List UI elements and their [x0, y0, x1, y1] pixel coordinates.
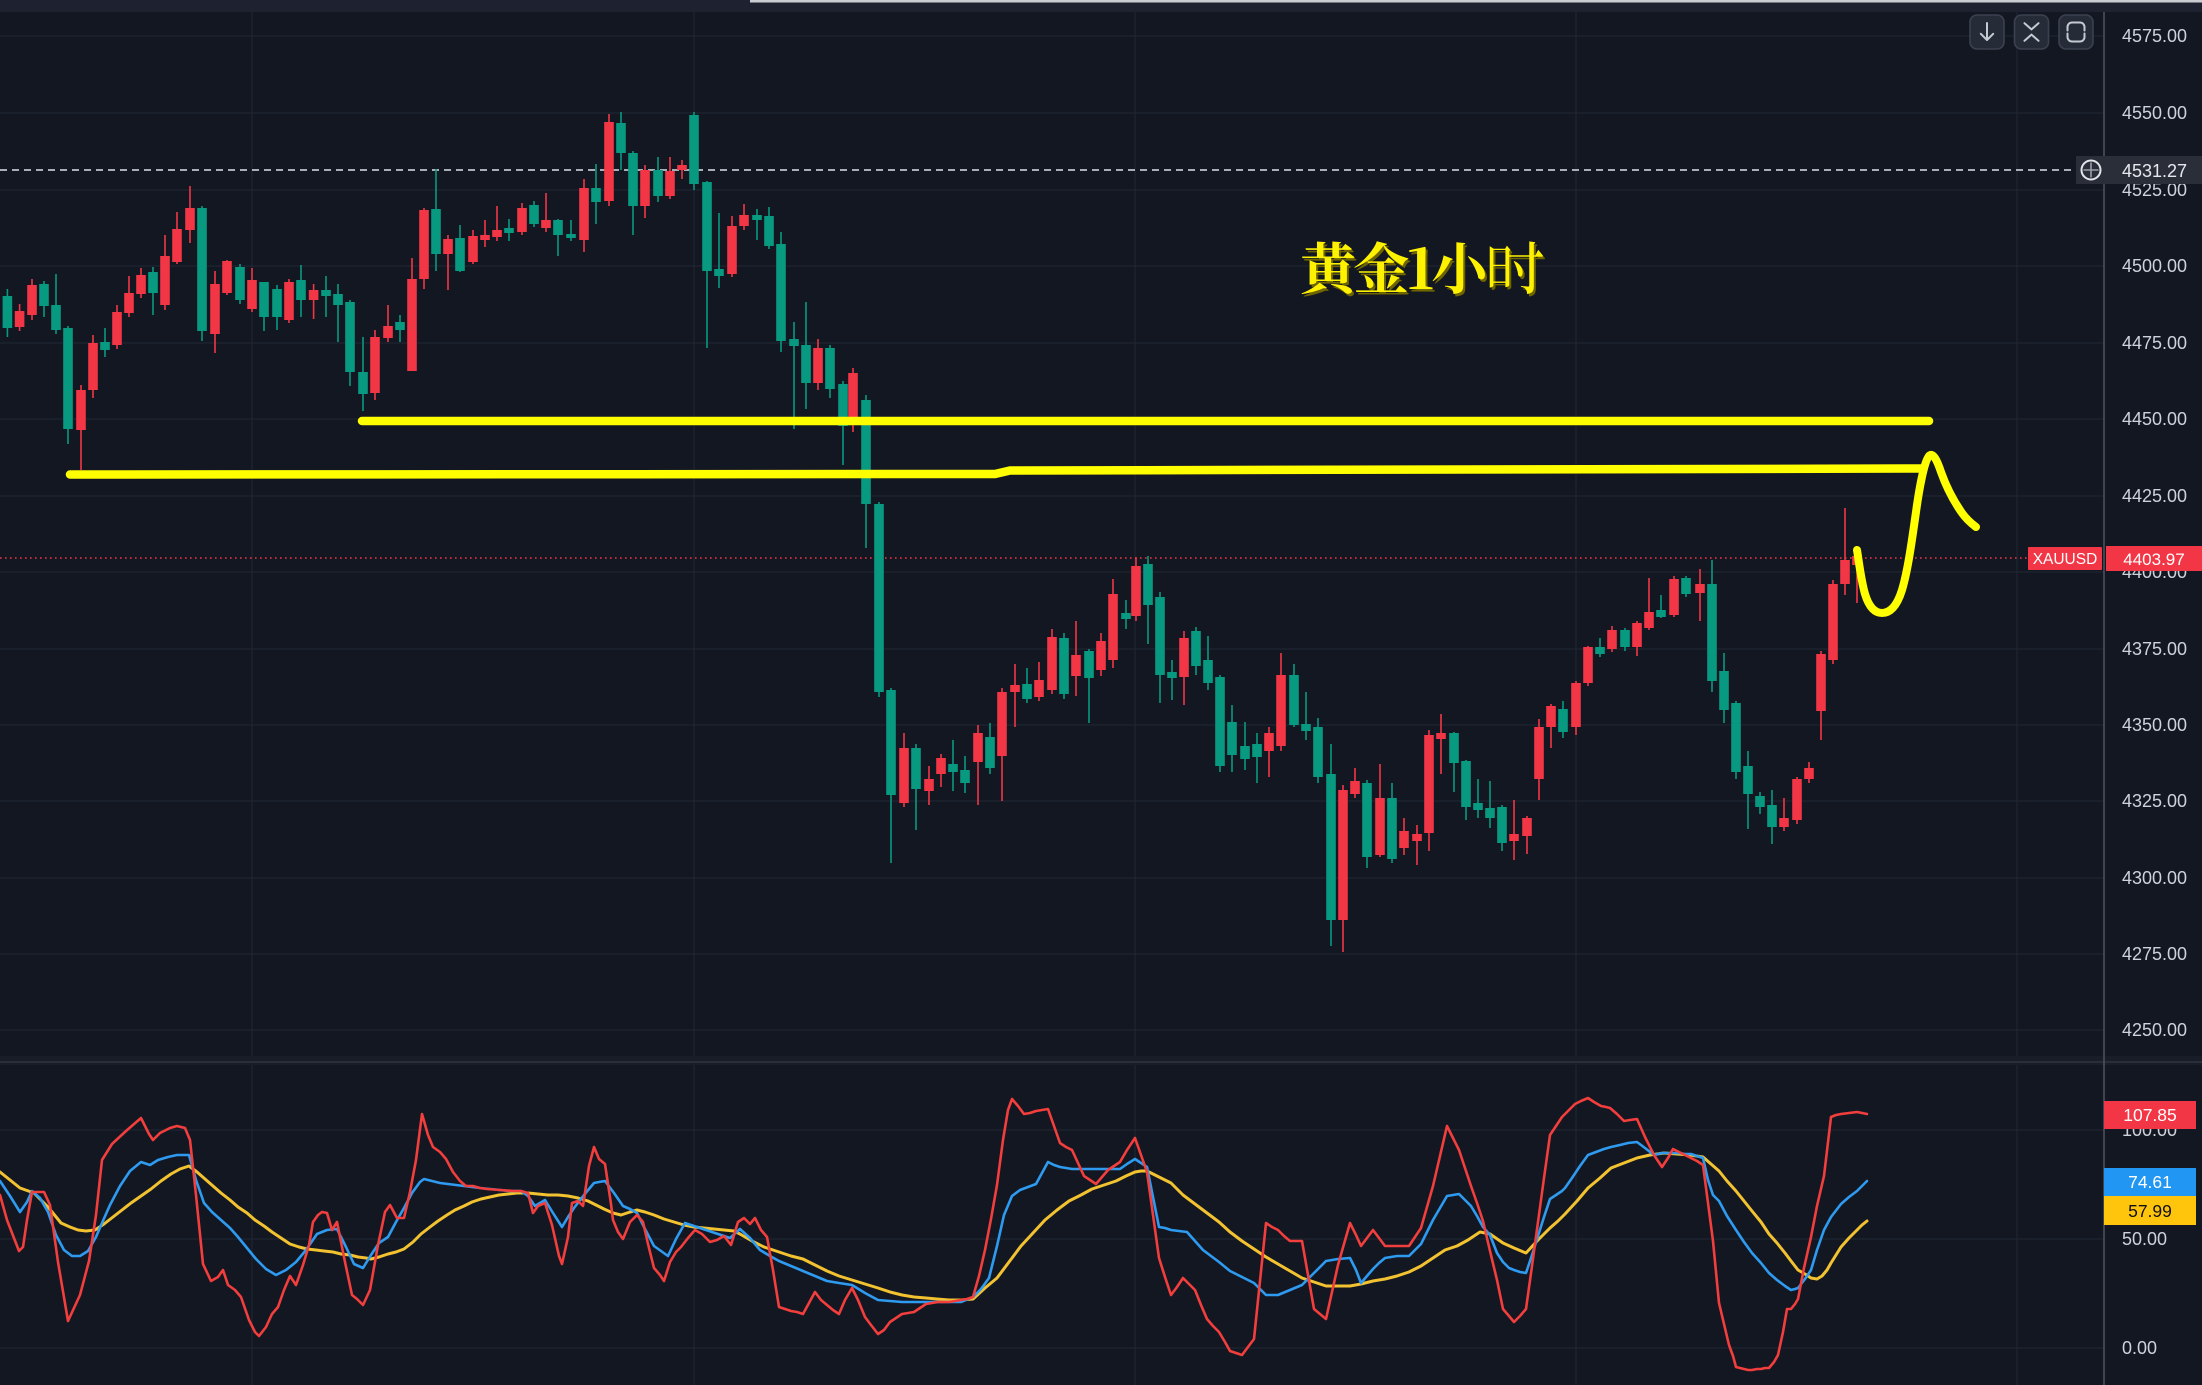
svg-text:4575.00: 4575.00 [2122, 26, 2187, 46]
svg-text:4531.27: 4531.27 [2122, 161, 2187, 181]
svg-text:4550.00: 4550.00 [2122, 103, 2187, 123]
svg-text:4475.00: 4475.00 [2122, 333, 2187, 353]
svg-text:4525.00: 4525.00 [2122, 180, 2187, 200]
svg-text:4325.00: 4325.00 [2122, 791, 2187, 811]
svg-text:50.00: 50.00 [2122, 1229, 2167, 1249]
svg-text:107.85: 107.85 [2123, 1105, 2177, 1125]
svg-text:4375.00: 4375.00 [2122, 639, 2187, 659]
svg-text:0.00: 0.00 [2122, 1338, 2157, 1358]
svg-text:4300.00: 4300.00 [2122, 868, 2187, 888]
svg-text:4403.97: 4403.97 [2123, 550, 2184, 569]
svg-text:4450.00: 4450.00 [2122, 409, 2187, 429]
svg-text:4500.00: 4500.00 [2122, 256, 2187, 276]
svg-text:74.61: 74.61 [2128, 1172, 2172, 1192]
svg-text:4425.00: 4425.00 [2122, 486, 2187, 506]
svg-text:4275.00: 4275.00 [2122, 944, 2187, 964]
svg-text:4250.00: 4250.00 [2122, 1020, 2187, 1040]
svg-text:4350.00: 4350.00 [2122, 715, 2187, 735]
svg-text:57.99: 57.99 [2128, 1201, 2172, 1221]
svg-text:XAUUSD: XAUUSD [2033, 551, 2098, 568]
